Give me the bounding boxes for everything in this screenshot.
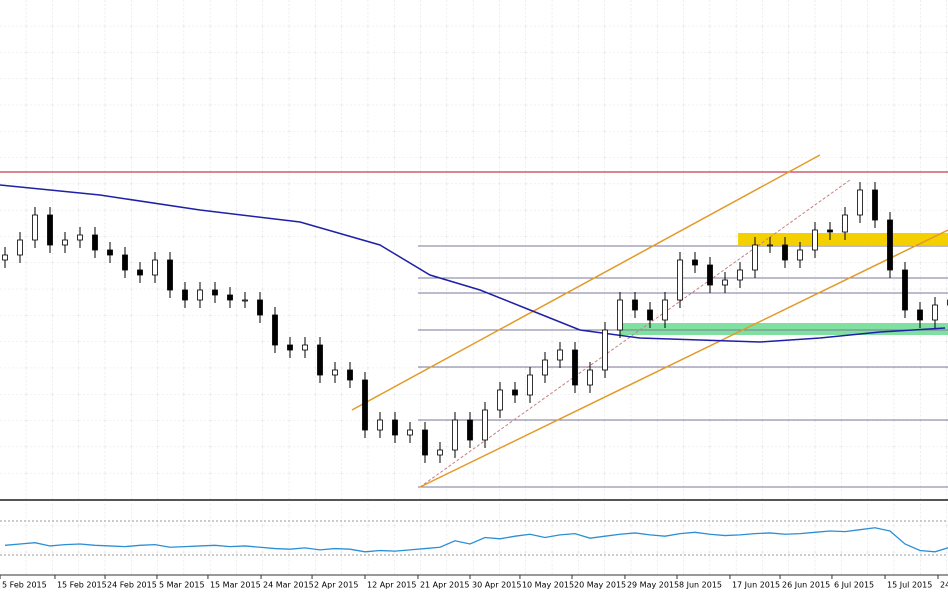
candle-body bbox=[62, 239, 68, 246]
x-tick-label: 29 May 2015 bbox=[627, 581, 679, 590]
x-tick-label: 2 Apr 2015 bbox=[314, 581, 358, 590]
x-tick-label: 15 Feb 2015 bbox=[57, 581, 107, 590]
candle-body bbox=[587, 369, 593, 386]
candle-body bbox=[242, 299, 248, 302]
x-tick-label: 5 Feb 2015 bbox=[2, 581, 47, 590]
candle-body bbox=[227, 294, 233, 301]
candle-body bbox=[677, 259, 683, 301]
candle-body bbox=[302, 344, 308, 351]
x-tick-label: 24 Feb 2015 bbox=[107, 581, 157, 590]
candle-body bbox=[197, 289, 203, 301]
x-tick-label: 10 May 2015 bbox=[522, 581, 574, 590]
x-tick-label: 30 Apr 2015 bbox=[472, 581, 521, 590]
x-tick-label: 12 Apr 2015 bbox=[367, 581, 416, 590]
candle-body bbox=[452, 419, 458, 451]
candle-body bbox=[287, 344, 293, 351]
x-tick-label: 21 Apr 2015 bbox=[420, 581, 469, 590]
candle-body bbox=[2, 254, 8, 261]
x-tick-label: 15 Jul 2015 bbox=[887, 581, 932, 590]
candle-body bbox=[182, 289, 188, 301]
zone bbox=[738, 233, 948, 245]
channel-line bbox=[419, 229, 948, 488]
grid bbox=[0, 0, 948, 500]
candle-body bbox=[167, 259, 173, 291]
candle-body bbox=[212, 289, 218, 296]
candle-body bbox=[137, 269, 143, 276]
candle-body bbox=[467, 419, 473, 441]
candle-body bbox=[902, 269, 908, 311]
candle-body bbox=[392, 419, 398, 436]
candle-body bbox=[257, 299, 263, 316]
x-tick-label: 6 Jul 2015 bbox=[834, 581, 874, 590]
candle-body bbox=[152, 259, 158, 276]
candle-body bbox=[707, 264, 713, 286]
candle-body bbox=[332, 369, 338, 376]
candle-body bbox=[347, 369, 353, 381]
candle-body bbox=[692, 259, 698, 266]
trend-line bbox=[419, 179, 851, 488]
candle-body bbox=[482, 409, 488, 441]
candle-body bbox=[527, 374, 533, 396]
candle-body bbox=[722, 279, 728, 286]
candle-body bbox=[647, 309, 653, 321]
x-tick-label: 26 Jun 2015 bbox=[782, 581, 830, 590]
candle-body bbox=[422, 429, 428, 456]
candle-body bbox=[617, 299, 623, 331]
candle-body bbox=[47, 214, 53, 246]
candle-body bbox=[932, 304, 938, 321]
x-tick-label: 8 Jun 2015 bbox=[679, 581, 722, 590]
candle-body bbox=[602, 329, 608, 371]
channel-line bbox=[351, 154, 821, 411]
candle-body bbox=[362, 379, 368, 431]
candle-body bbox=[887, 219, 893, 271]
candle-body bbox=[317, 344, 323, 376]
candle-body bbox=[272, 314, 278, 346]
candle-body bbox=[122, 254, 128, 271]
candle-body bbox=[737, 269, 743, 281]
x-tick-label: 5 Mar 2015 bbox=[159, 581, 205, 590]
x-tick-label: 15 Mar 2015 bbox=[210, 581, 261, 590]
candle-body bbox=[827, 229, 833, 233]
x-tick-label: 17 Jun 2015 bbox=[732, 581, 780, 590]
x-tick-label: 24 bbox=[940, 581, 948, 590]
candle-body bbox=[557, 349, 563, 361]
x-tick-label: 24 Mar 2015 bbox=[263, 581, 314, 590]
candle-body bbox=[377, 419, 383, 431]
zone bbox=[619, 323, 948, 335]
candle-body bbox=[857, 189, 863, 216]
candle-body bbox=[497, 389, 503, 411]
candle-body bbox=[812, 229, 818, 251]
candle-body bbox=[842, 214, 848, 233]
candle-body bbox=[32, 214, 38, 241]
candle-body bbox=[92, 234, 98, 251]
candle-body bbox=[797, 249, 803, 261]
moving-average bbox=[0, 184, 946, 343]
candle-body bbox=[572, 349, 578, 386]
candle-body bbox=[752, 244, 758, 271]
candle-body bbox=[17, 239, 23, 256]
sub-grid bbox=[0, 503, 948, 575]
candle-body bbox=[542, 359, 548, 376]
candle-body bbox=[407, 429, 413, 436]
candle-body bbox=[767, 244, 773, 247]
candle-body bbox=[437, 449, 443, 456]
candle-body bbox=[512, 389, 518, 396]
candle-body bbox=[632, 299, 638, 311]
oscillator-line bbox=[4, 527, 948, 553]
candle-body bbox=[107, 249, 113, 256]
candle-body bbox=[782, 244, 788, 261]
candle-body bbox=[662, 299, 668, 321]
candle-body bbox=[872, 189, 878, 221]
candle-body bbox=[917, 309, 923, 321]
x-tick-label: 20 May 2015 bbox=[574, 581, 626, 590]
candle-body bbox=[77, 234, 83, 241]
